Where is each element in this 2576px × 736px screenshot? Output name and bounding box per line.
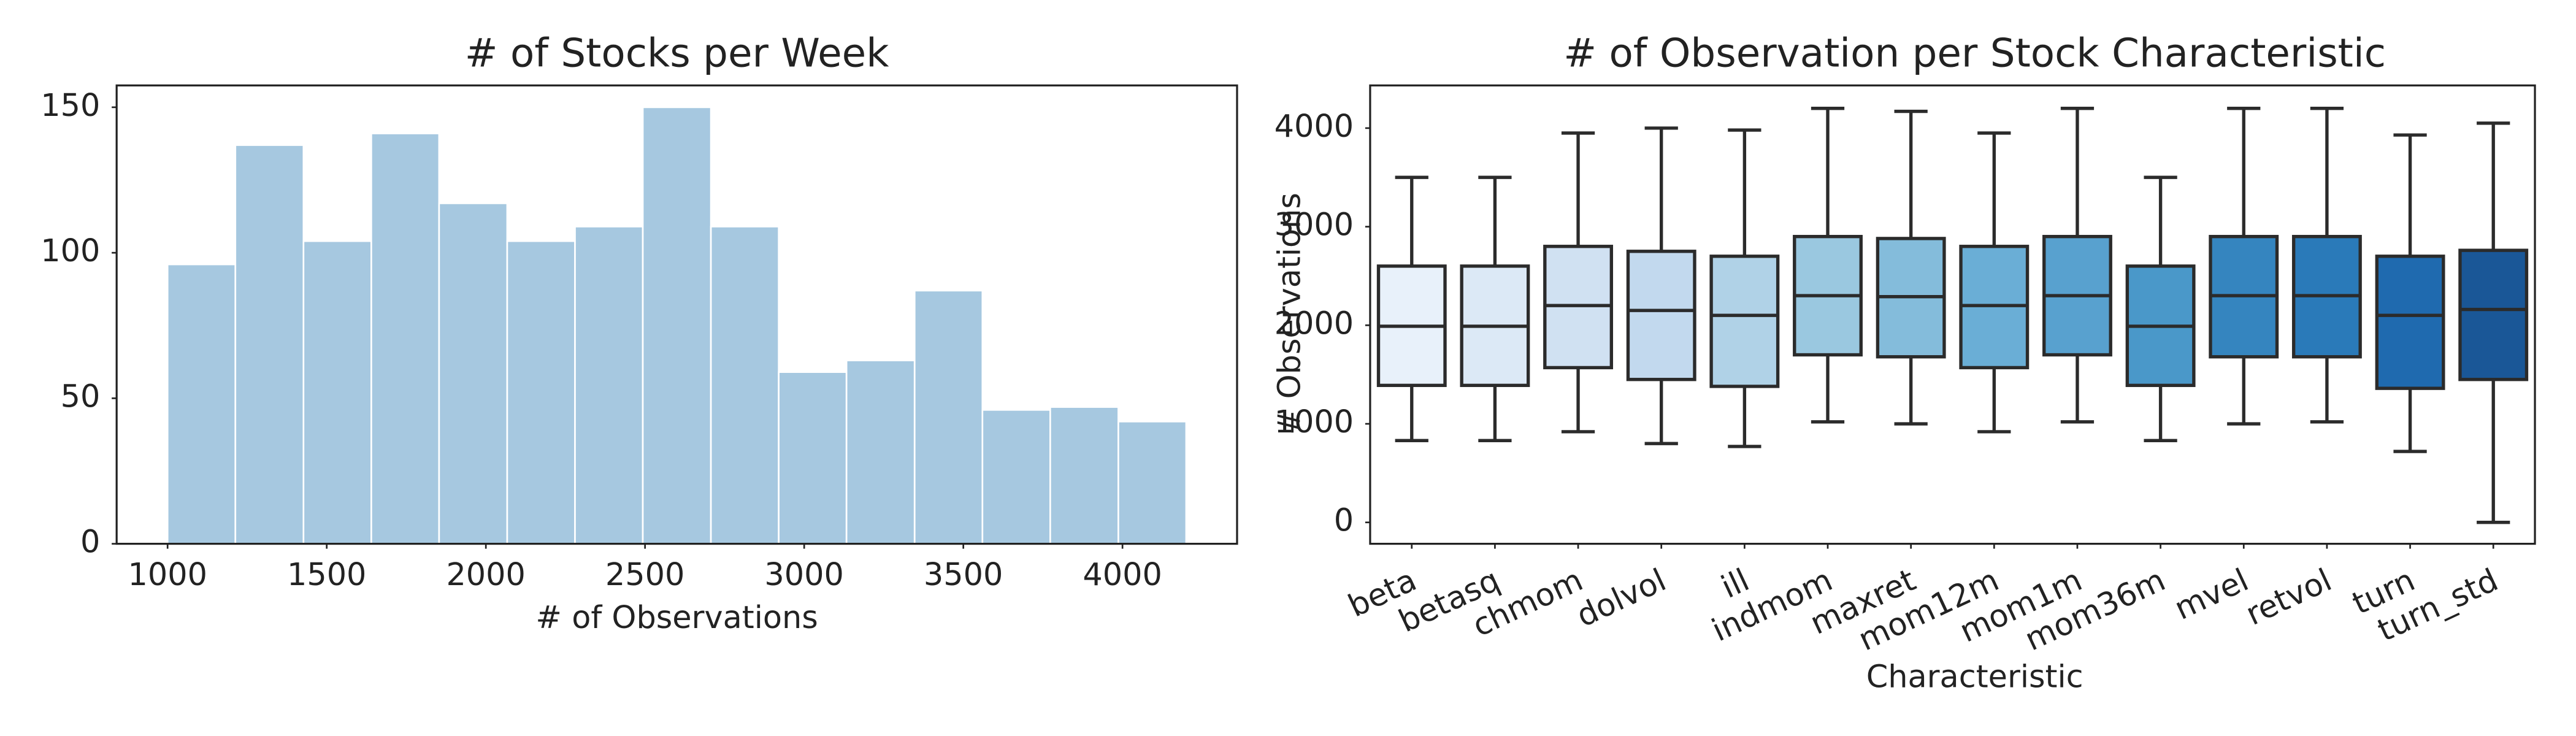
y-tick-label: 1000 xyxy=(1275,404,1354,440)
x-tick-label: 2000 xyxy=(446,557,525,593)
histogram-bar xyxy=(913,289,984,545)
x-axis-label: # of Observations xyxy=(535,600,818,636)
histogram-bar xyxy=(166,263,237,545)
x-tick-label: dolvol xyxy=(1571,562,1672,635)
chart-title: # of Observation per Stock Characteristi… xyxy=(1563,31,2386,77)
x-tick-label: 2500 xyxy=(605,557,684,593)
box xyxy=(1709,255,1780,388)
histogram-bar xyxy=(1117,420,1187,545)
histogram-bar xyxy=(506,240,576,545)
x-tick-label: 4000 xyxy=(1083,557,1162,593)
x-axis-label: Characteristic xyxy=(1866,659,2083,695)
y-tick-label: 0 xyxy=(80,524,100,561)
histogram-bar xyxy=(302,240,372,545)
axes-frame xyxy=(115,84,1238,545)
y-tick-label: 2000 xyxy=(1275,305,1354,342)
y-axis-label: # Observations xyxy=(1271,193,1308,435)
chart-title: # of Stocks per Week xyxy=(465,31,889,77)
histogram-bar xyxy=(845,359,916,545)
x-tick-label: mvel xyxy=(2169,562,2254,627)
histogram-bar xyxy=(438,202,508,545)
histogram-bar xyxy=(981,409,1051,545)
box xyxy=(2375,255,2445,390)
y-tick-label: 150 xyxy=(40,88,100,124)
histogram-bar xyxy=(642,106,712,545)
histogram-bar xyxy=(234,144,305,545)
y-tick-label: 4000 xyxy=(1275,109,1354,145)
y-tick-label: 100 xyxy=(40,233,100,269)
x-tick-label: 3500 xyxy=(924,557,1003,593)
histogram-bar xyxy=(778,371,848,545)
x-tick-label: retvol xyxy=(2241,562,2337,633)
x-tick-label: 1500 xyxy=(287,557,366,593)
histogram-bar xyxy=(1049,406,1119,545)
histogram-bar xyxy=(710,226,780,545)
y-tick-label: 50 xyxy=(61,378,101,415)
x-tick-label: 1000 xyxy=(128,557,207,593)
y-tick-label: 0 xyxy=(1334,503,1354,539)
histogram-bar xyxy=(574,226,644,545)
histogram-bar xyxy=(370,132,440,545)
box xyxy=(1626,250,1696,381)
box xyxy=(2458,248,2529,381)
x-tick-label: 3000 xyxy=(764,557,843,593)
y-tick-label: 3000 xyxy=(1275,207,1354,243)
axes-frame xyxy=(1369,84,2536,545)
